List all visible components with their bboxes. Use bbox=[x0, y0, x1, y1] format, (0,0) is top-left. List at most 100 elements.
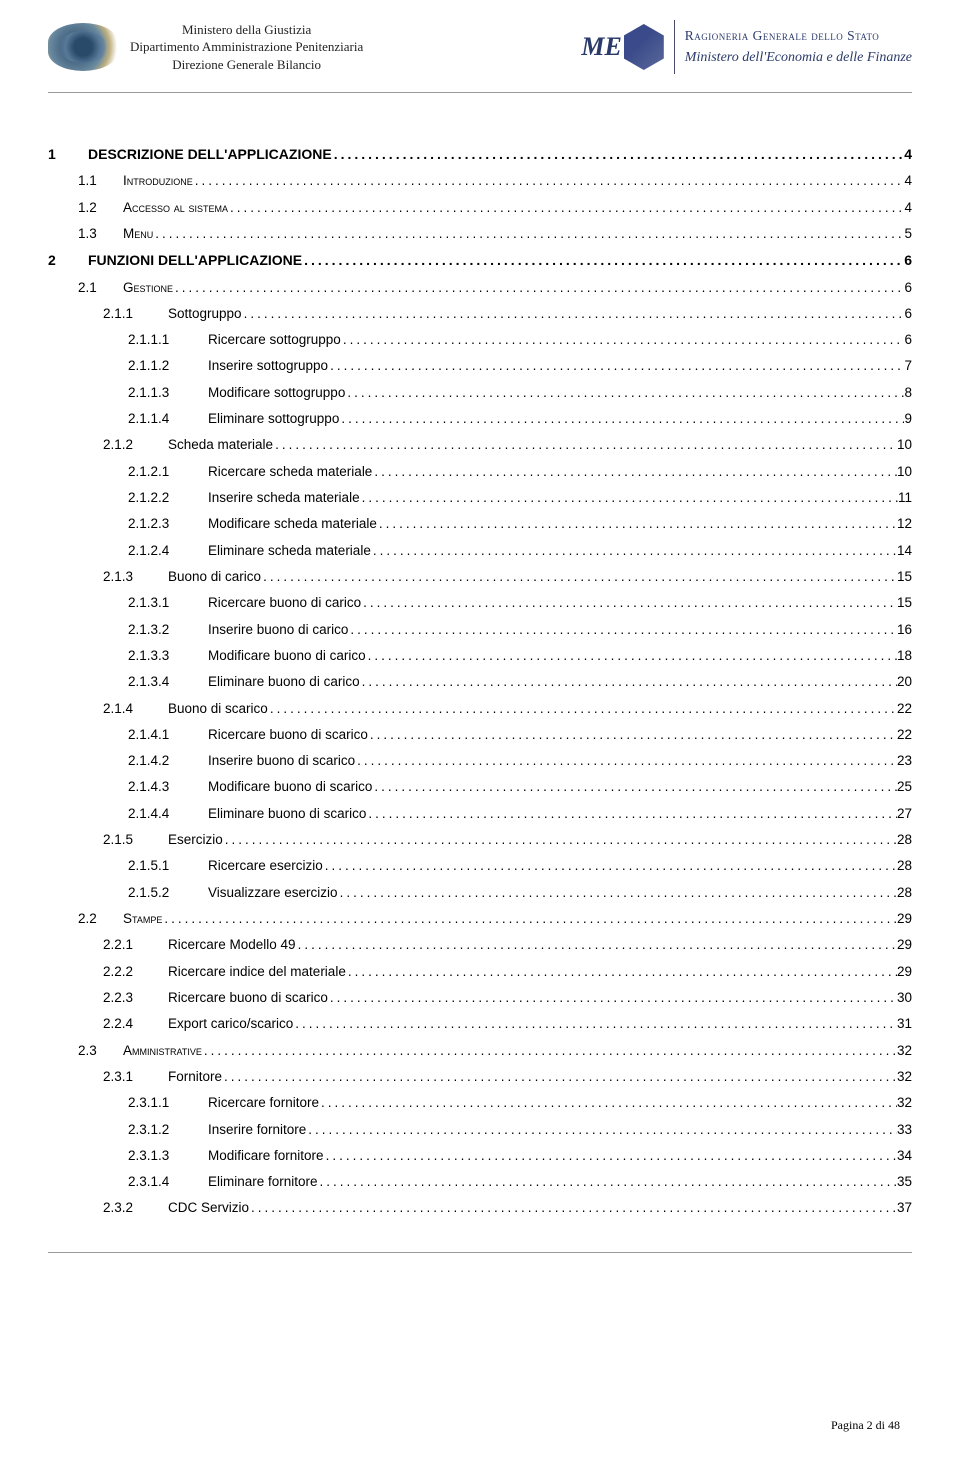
ragioneria-line1: Ragioneria Generale dello Stato bbox=[685, 28, 912, 44]
toc-number: 2.1.1.3 bbox=[128, 380, 208, 406]
toc-leader-dots bbox=[173, 275, 904, 301]
toc-row: 2.3Amministrative32 bbox=[48, 1038, 912, 1064]
toc-row: 2.1.4.4Eliminare buono di scarico27 bbox=[48, 801, 912, 827]
toc-row: 2.1.1.2Inserire sottogruppo7 bbox=[48, 353, 912, 379]
toc-leader-dots bbox=[202, 1038, 897, 1064]
toc-title: Inserire fornitore bbox=[208, 1117, 306, 1143]
toc-number: 2.1.3.3 bbox=[128, 643, 208, 669]
toc-number: 2.1.1 bbox=[103, 301, 168, 327]
toc-leader-dots bbox=[306, 1117, 897, 1143]
toc-row: 2.1.5.2Visualizzare esercizio28 bbox=[48, 880, 912, 906]
toc-row: 2.1.3Buono di carico15 bbox=[48, 564, 912, 590]
toc-title: Stampe bbox=[123, 906, 162, 932]
toc-leader-dots bbox=[223, 827, 897, 853]
toc-title: Ricercare fornitore bbox=[208, 1090, 319, 1116]
toc-title: Sottogruppo bbox=[168, 301, 242, 327]
toc-title: Accesso al sistema bbox=[123, 195, 228, 221]
toc-leader-dots bbox=[319, 1090, 897, 1116]
toc-row: 1.1Introduzione 4 bbox=[48, 168, 912, 194]
toc-leader-dots bbox=[366, 643, 897, 669]
document-page: Ministero della Giustizia Dipartimento A… bbox=[0, 0, 960, 1463]
toc-row: 2.1.3.1Ricercare buono di carico15 bbox=[48, 590, 912, 616]
toc-row: 2.1.2.2Inserire scheda materiale11 bbox=[48, 485, 912, 511]
toc-page-number: 28 bbox=[897, 853, 912, 879]
toc-page-number: 32 bbox=[897, 1038, 912, 1064]
toc-page-number: 4 bbox=[904, 141, 912, 168]
toc-title: Modificare scheda materiale bbox=[208, 511, 377, 537]
toc-number: 2.3.1.3 bbox=[128, 1143, 208, 1169]
toc-row: 2.1.1.4Eliminare sottogruppo9 bbox=[48, 406, 912, 432]
toc-row: 2.3.1.2Inserire fornitore33 bbox=[48, 1117, 912, 1143]
ministero-line2: Dipartimento Amministrazione Penitenziar… bbox=[130, 38, 363, 56]
toc-row: 2.1.3.3Modificare buono di carico18 bbox=[48, 643, 912, 669]
toc-title: FUNZIONI DELL'APPLICAZIONE bbox=[88, 247, 302, 274]
toc-page-number: 29 bbox=[897, 932, 912, 958]
toc-row: 2.2.1Ricercare Modello 4929 bbox=[48, 932, 912, 958]
toc-leader-dots bbox=[318, 1169, 897, 1195]
toc-number: 1.1 bbox=[78, 168, 123, 194]
toc-title: Inserire buono di scarico bbox=[208, 748, 355, 774]
page-header: Ministero della Giustizia Dipartimento A… bbox=[48, 20, 912, 93]
toc-leader-dots bbox=[324, 1143, 897, 1169]
toc-row: 2.3.1.1Ricercare fornitore32 bbox=[48, 1090, 912, 1116]
toc-leader-dots bbox=[346, 959, 897, 985]
toc-number: 2.2.3 bbox=[103, 985, 168, 1011]
toc-number: 2.1.2.4 bbox=[128, 538, 208, 564]
toc-title: Ricercare buono di scarico bbox=[208, 722, 368, 748]
toc-leader-dots bbox=[360, 485, 898, 511]
toc-page-number: 16 bbox=[897, 617, 912, 643]
toc-row: 2.1.2.1Ricercare scheda materiale10 bbox=[48, 459, 912, 485]
toc-row: 1.3Menu5 bbox=[48, 221, 912, 247]
toc-leader-dots bbox=[328, 985, 897, 1011]
ragioneria-block: Ragioneria Generale dello Stato Minister… bbox=[685, 28, 912, 66]
toc-page-number: 15 bbox=[897, 590, 912, 616]
toc-title: Esercizio bbox=[168, 827, 223, 853]
toc-title: Introduzione bbox=[123, 168, 193, 194]
toc-row: 2.1.3.2Inserire buono di carico16 bbox=[48, 617, 912, 643]
toc-page-number: 25 bbox=[897, 774, 912, 800]
toc-row: 2.1.4Buono di scarico22 bbox=[48, 696, 912, 722]
toc-leader-dots bbox=[361, 590, 897, 616]
toc-row: 1.2Accesso al sistema4 bbox=[48, 195, 912, 221]
toc-row: 2.1.1Sottogruppo6 bbox=[48, 301, 912, 327]
toc-title: Visualizzare esercizio bbox=[208, 880, 338, 906]
toc-page-number: 23 bbox=[897, 748, 912, 774]
toc-number: 2.1.4.4 bbox=[128, 801, 208, 827]
toc-leader-dots bbox=[296, 932, 897, 958]
toc-number: 2.1.2.3 bbox=[128, 511, 208, 537]
toc-row: 2.1.2Scheda materiale10 bbox=[48, 432, 912, 458]
toc-title: Inserire scheda materiale bbox=[208, 485, 360, 511]
toc-number: 2.3.1.4 bbox=[128, 1169, 208, 1195]
toc-leader-dots bbox=[222, 1064, 897, 1090]
toc-title: Modificare fornitore bbox=[208, 1143, 324, 1169]
toc-number: 2.1.3.1 bbox=[128, 590, 208, 616]
toc-row: 2.3.1.4Eliminare fornitore35 bbox=[48, 1169, 912, 1195]
toc-leader-dots bbox=[328, 353, 904, 379]
toc-leader-dots bbox=[249, 1195, 897, 1221]
toc-leader-dots bbox=[371, 538, 897, 564]
toc-leader-dots bbox=[261, 564, 897, 590]
toc-number: 2 bbox=[48, 247, 88, 274]
toc-number: 2.3 bbox=[78, 1038, 123, 1064]
toc-title: Modificare buono di carico bbox=[208, 643, 366, 669]
toc-page-number: 4 bbox=[904, 168, 912, 194]
toc-row: 2.1.4.2Inserire buono di scarico23 bbox=[48, 748, 912, 774]
toc-leader-dots bbox=[345, 380, 904, 406]
toc-title: Ricercare sottogruppo bbox=[208, 327, 341, 353]
toc-leader-dots bbox=[348, 617, 897, 643]
toc-page-number: 34 bbox=[897, 1143, 912, 1169]
toc-leader-dots bbox=[368, 722, 897, 748]
toc-title: Eliminare buono di scarico bbox=[208, 801, 366, 827]
toc-title: Modificare sottogruppo bbox=[208, 380, 345, 406]
toc-page-number: 29 bbox=[897, 906, 912, 932]
toc-page-number: 30 bbox=[897, 985, 912, 1011]
toc-leader-dots bbox=[372, 459, 897, 485]
toc-leader-dots bbox=[193, 168, 905, 194]
toc-title: Inserire sottogruppo bbox=[208, 353, 328, 379]
toc-page-number: 12 bbox=[897, 511, 912, 537]
toc-leader-dots bbox=[377, 511, 897, 537]
toc-title: Buono di carico bbox=[168, 564, 261, 590]
toc-number: 2.1.2.2 bbox=[128, 485, 208, 511]
toc-leader-dots bbox=[162, 906, 897, 932]
toc-title: Eliminare fornitore bbox=[208, 1169, 318, 1195]
